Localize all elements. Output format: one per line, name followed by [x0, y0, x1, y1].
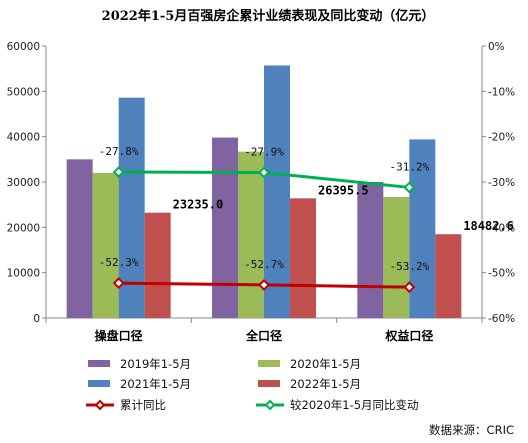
bar [144, 212, 171, 318]
line-point-marker [403, 281, 416, 294]
legend-label: 2022年1-5月 [290, 377, 361, 391]
bar [435, 234, 462, 318]
legend-marker [264, 399, 276, 411]
bar [357, 182, 384, 318]
y-left-tick-label: 20000 [7, 222, 40, 234]
line-data-label: -31.2% [389, 160, 429, 173]
legend-swatch [258, 380, 280, 387]
y-left-tick-label: 60000 [7, 41, 40, 53]
bar [118, 97, 145, 319]
line-point-marker [258, 278, 270, 291]
bar [92, 172, 119, 318]
bar-data-label: 23235.0 [173, 198, 224, 212]
line-point-marker [112, 277, 125, 290]
legend-label: 2019年1-5月 [120, 357, 191, 371]
y-left-tick-label: 40000 [7, 132, 40, 144]
y-right-tick-label: -20% [488, 132, 515, 144]
line-point-marker [403, 181, 416, 194]
y-right-tick-label: -30% [488, 177, 515, 189]
line-data-label: -27.8% [99, 145, 139, 158]
y-left-tick-label: 50000 [7, 86, 40, 98]
line-data-label: -53.2% [389, 260, 429, 273]
x-tick-label: 权益口径 [384, 328, 433, 343]
y-right-tick-label: -40% [488, 222, 515, 234]
legend-swatch [88, 360, 110, 367]
y-right-tick-label: -60% [488, 313, 515, 325]
legend-label: 2020年1-5月 [290, 357, 361, 371]
legend-marker [94, 399, 106, 411]
bar-data-label: 18482.6 [463, 219, 514, 233]
chart-title: 2022年1-5月百强房企累计业绩表现及同比变动（亿元） [102, 8, 435, 24]
line-data-label: -27.9% [244, 145, 284, 158]
bar-data-label: 26395.5 [318, 183, 369, 197]
bar [212, 137, 238, 318]
bar [290, 198, 316, 318]
line-data-label: -52.3% [99, 256, 139, 269]
legend: 2019年1-5月 2020年1-5月 2021年1-5月 2022年1-5月累计同比… [86, 357, 419, 412]
x-tick-label: 操盘口径 [95, 328, 143, 343]
bar [238, 151, 264, 318]
bar [66, 159, 93, 318]
y-left-tick-label: 10000 [7, 268, 40, 280]
legend-label: 累计同比 [120, 398, 166, 412]
x-tick-label: 全口径 [245, 328, 282, 343]
y-left-tick-label: 30000 [7, 177, 40, 189]
y-right-tick-label: 0% [488, 41, 505, 53]
legend-label: 2021年1-5月 [120, 377, 191, 391]
line-point-marker [258, 166, 270, 179]
bars [66, 65, 462, 319]
lines [112, 166, 416, 294]
legend-swatch [88, 380, 110, 387]
y-left-tick-label: 0 [33, 313, 40, 325]
source-note: 数据来源：CRIC [429, 423, 514, 437]
y-right-tick-label: -50% [488, 268, 515, 280]
data-labels: 23235.0 26395.5 18482.6 -52.3% -52.7% -53.2% -… [99, 145, 514, 273]
bar [383, 196, 410, 318]
legend-swatch [258, 360, 280, 367]
legend-label: 较2020年1-5月同比变动 [290, 398, 419, 412]
line-point-marker [112, 166, 125, 178]
line-data-label: -52.7% [244, 258, 284, 271]
y-right-tick-label: -10% [488, 86, 515, 98]
axes: 0 10000 20000 30000 40000 50000 60000 -60% -50% -… [7, 41, 516, 343]
bar [264, 65, 290, 318]
